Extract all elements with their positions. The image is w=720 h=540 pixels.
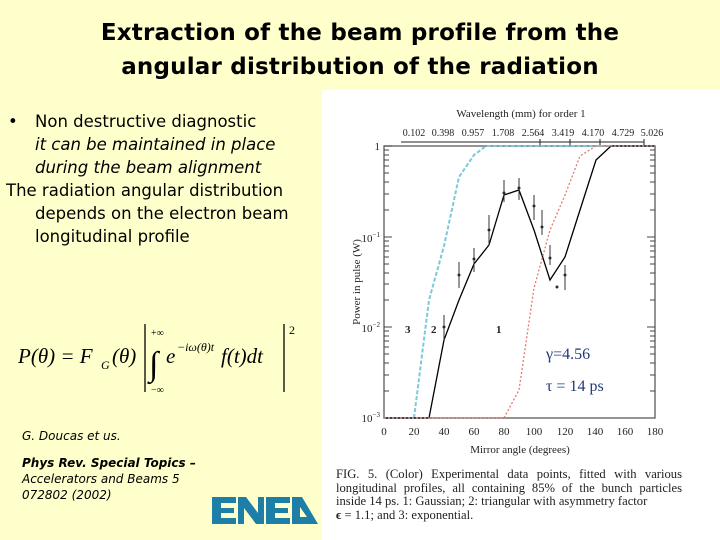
top-tick-label: 1.708 [492,128,515,139]
radiation-formula: P(θ) = F G (θ) +∞ ∫ −∞ e −iω(θ)t f(t)dt … [17,318,318,398]
paragraph-angular-distribution: The radiation angular distribution depen… [6,181,289,246]
x-tick-labels: 0 20 40 60 80 100 120 140 160 180 [381,426,664,438]
svg-text:60: 60 [469,426,481,438]
svg-text:10−2: 10−2 [362,321,381,335]
bullet-text: Non destructive diagnostic [35,112,257,131]
curve-label-2: 2 [431,324,437,336]
top-tick-label: 3.419 [552,128,575,139]
reference: G. Doucas et us. Phys Rev. Special Topic… [22,428,322,503]
power-vs-angle-chart: Wavelength (mm) for order 1 0.102 0.398 … [351,108,664,456]
top-tick-label: 2.564 [522,128,545,139]
figure-panel: Wavelength (mm) for order 1 0.102 0.398 … [322,90,720,540]
formula-square: 2 [289,323,295,337]
curve-label-1: 1 [496,324,502,336]
curve-label-3: 3 [405,324,411,336]
formula-exp-power: −iω(θ)t [177,340,215,354]
curve-labels: 3 2 1 [405,324,502,336]
formula-lower-limit: −∞ [151,385,164,396]
caption-suffix: = 1.1; and 3: exponential. [341,507,474,522]
top-axis-ticks: 0.102 0.398 0.957 1.708 2.564 3.419 4.17… [403,128,664,139]
reference-number-year: 072802 (2002) [22,488,112,502]
formula-integral: ∫ [147,346,161,385]
svg-text:160: 160 [617,426,634,438]
top-tick-label: 0.102 [403,128,426,139]
top-axis-label: Wavelength (mm) for order 1 [456,108,585,120]
bullet-list: • Non destructive diagnostic it can be m… [6,110,324,248]
svg-text:20: 20 [409,426,421,438]
y-tick-marks [384,145,655,392]
formula-integrand: f(t)dt [221,344,264,368]
bullet-icon: • [8,112,18,131]
y-axis-label: Power in pulse (W) [351,239,363,325]
svg-text:180: 180 [647,426,664,438]
formula-subscript: G [101,358,110,372]
reference-volume: Accelerators and Beams 5 [22,472,180,486]
formula-lhs: P(θ) = F [18,344,93,368]
gamma-annotation: γ=4.56 [546,346,591,363]
curve-3-exponential [384,145,655,419]
top-tick-label: 0.398 [432,128,455,139]
bullet-subtext-1: it can be maintained in place [35,135,276,154]
reference-journal: Phys Rev. Special Topics – [22,456,196,470]
title-line-2: angular distribution of the radiation [121,54,599,80]
formula-exp-base: e [166,344,175,368]
y-tick-labels: 1 10−1 10−2 10−3 [362,141,381,425]
svg-text:10−3: 10−3 [362,411,381,425]
x-axis-label: Mirror angle (degrees) [470,444,570,456]
svg-text:40: 40 [439,426,451,438]
top-axis-tick-marks [539,139,645,145]
top-tick-label: 0.957 [462,128,485,139]
caption-text: FIG. 5. (Color) Experimental data points… [336,467,682,508]
formula-mid: (θ) [112,344,136,368]
svg-text:100: 100 [526,426,543,438]
bullet-item: • Non destructive diagnostic [6,110,324,133]
top-tick-label: 5.026 [641,128,664,139]
svg-text:1: 1 [375,141,381,153]
figure-caption: FIG. 5. (Color) Experimental data points… [336,467,682,522]
caption-epsilon: ϵ [336,507,342,522]
bullet-subtext-2: during the beam alignment [35,158,262,177]
slide-title: Extraction of the beam profile from the … [0,16,720,84]
title-line-1: Extraction of the beam profile from the [100,20,620,46]
reference-author: G. Doucas et us. [22,429,121,443]
svg-text:80: 80 [499,426,511,438]
data-points [442,178,567,340]
enea-logo [212,495,320,525]
svg-text:0: 0 [381,426,387,438]
top-tick-label: 4.170 [582,128,605,139]
formula-upper-limit: +∞ [151,328,164,339]
enea-logo-icon [212,497,318,524]
svg-text:140: 140 [587,426,604,438]
top-tick-label: 4.729 [612,128,635,139]
svg-text:10−1: 10−1 [362,231,381,245]
tau-annotation: τ = 14 ps [546,378,604,395]
svg-text:120: 120 [557,426,574,438]
